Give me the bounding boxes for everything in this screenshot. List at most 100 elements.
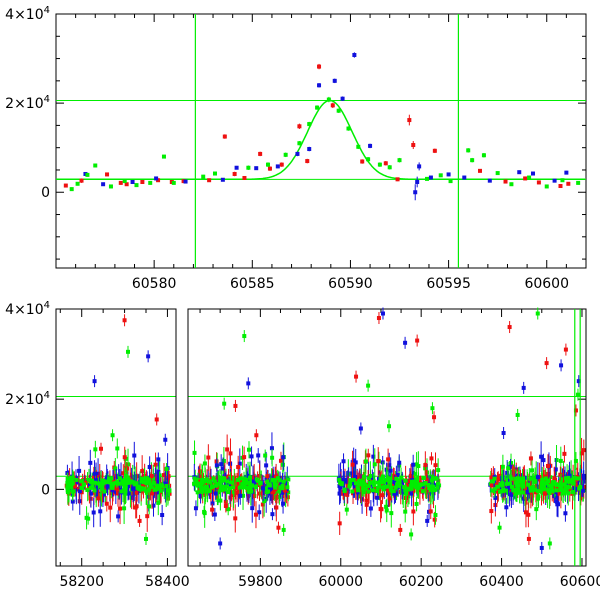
bottom-point-green — [126, 349, 130, 354]
bottom-core-point-green — [157, 486, 162, 491]
bottom-point-red — [354, 374, 359, 379]
bottom-core-point-green — [192, 476, 197, 481]
bottom-core-point-green — [122, 480, 127, 485]
bottom-core-point-green — [493, 486, 498, 491]
top-xtick-label: 60600 — [524, 276, 569, 292]
top-point-blue — [415, 179, 420, 184]
bottom-cloud-point-red — [104, 501, 109, 506]
bottom-cloud-point-blue — [198, 493, 203, 498]
bottom-core-point-green — [348, 482, 353, 487]
bottom-cloud-point-red — [530, 493, 535, 498]
bottom-core-point-green — [167, 488, 172, 493]
bottom-core-point-green — [409, 486, 414, 491]
bottom-cloud-point-blue — [375, 495, 380, 500]
bottom-cloud-point-blue — [411, 462, 416, 467]
bottom-point-red — [526, 536, 531, 541]
bottom-cloud-point-red — [96, 496, 101, 501]
bottom-core-point-green — [539, 486, 544, 491]
top-point-blue — [317, 83, 322, 88]
bottom-core-point-green — [82, 482, 87, 487]
bottom-cloud-point-blue — [505, 470, 510, 475]
bottom-core-point-green — [102, 479, 107, 484]
bottom-core-point-green — [101, 481, 106, 486]
bottom-core-point-green — [526, 482, 531, 487]
bottom-core-point-green — [240, 482, 245, 487]
bottom-core-point-green — [273, 482, 278, 487]
bottom-core-point-green — [421, 475, 426, 480]
top-point-red — [140, 179, 145, 184]
bottom-cloud-point-green — [384, 504, 389, 509]
bottom-point-green — [164, 467, 169, 472]
bottom-core-point-green — [355, 485, 360, 490]
bottom-cloud-point-red — [433, 463, 438, 468]
top-point-blue — [446, 172, 451, 177]
bottom-cloud-point-blue — [353, 474, 358, 479]
bottom-cloud-point-blue — [504, 505, 509, 510]
bottom-core-point-green — [136, 484, 141, 489]
top-point-blue — [413, 190, 418, 195]
bottom-core-point-green — [277, 478, 282, 483]
bottom-core-point-green — [402, 485, 407, 490]
top-point-green — [201, 174, 206, 179]
bottom-cloud-point-blue — [337, 491, 342, 496]
bottom-cloud-point-green — [534, 507, 539, 512]
bottom-core-point-green — [223, 487, 228, 492]
top-point-red — [118, 180, 123, 185]
bottom-point-green — [497, 525, 502, 530]
top-point-red — [566, 181, 571, 186]
bottom-cloud-point-green — [202, 461, 207, 466]
bottom-plot-frame-1 — [187, 308, 587, 567]
bottom-cloud-point-red — [211, 487, 216, 492]
bottom-core-point-green — [528, 488, 533, 493]
top-point-red — [395, 177, 400, 182]
bottom-cloud-point-green — [553, 485, 558, 490]
top-point-blue — [154, 176, 159, 181]
bottom-point-red — [398, 527, 403, 532]
bottom-point-blue — [358, 426, 363, 431]
bottom-cloud-point-blue — [74, 487, 79, 492]
bottom-core-point-green — [509, 484, 514, 489]
bottom-core-point-green — [554, 488, 559, 493]
bottom-core-point-green — [575, 476, 580, 481]
bottom-cloud-point-green — [106, 482, 111, 487]
top-xtick-label: 60590 — [328, 276, 373, 292]
bottom-core-point-green — [359, 482, 364, 487]
bottom-cloud-point-red — [274, 505, 279, 510]
bottom-cloud-point-red — [353, 488, 358, 493]
bottom-cloud-point-green — [126, 462, 131, 467]
bottom-cloud-point-red — [275, 486, 280, 491]
bottom-point-red — [122, 318, 127, 323]
bottom-cloud-point-blue — [147, 465, 152, 470]
bottom-point-green — [110, 433, 115, 438]
bottom-cloud-point-red — [233, 516, 238, 521]
top-point-green — [495, 171, 500, 176]
bottom-core-point-green — [253, 485, 258, 490]
bottom-core-point-green — [490, 488, 495, 493]
top-model-curve — [56, 99, 585, 181]
bottom-cloud-point-blue — [221, 466, 226, 471]
bottom-core-point-green — [554, 482, 559, 487]
bottom-cloud-point-blue — [214, 463, 219, 468]
bottom-core-point-green — [243, 481, 248, 486]
bottom-cloud-point-blue — [392, 479, 397, 484]
bottom-core-point-green — [412, 479, 417, 484]
top-point-green — [387, 165, 392, 170]
bottom-cloud-point-blue — [257, 510, 262, 515]
bottom-point-blue — [501, 430, 506, 435]
bottom-cloud-point-green — [423, 485, 428, 490]
top-point-blue — [487, 178, 492, 183]
bottom-cloud-point-blue — [264, 463, 269, 468]
bottom-cloud-point-red — [386, 488, 391, 493]
bottom-cloud-point-red — [237, 490, 242, 495]
bottom-cloud-point-blue — [156, 470, 161, 475]
bottom-cloud-point-blue — [131, 486, 136, 491]
bottom-cloud-point-blue — [213, 491, 218, 496]
bottom-cloud-point-green — [414, 501, 419, 506]
top-point-blue — [517, 170, 522, 175]
bottom-core-point-green — [382, 484, 387, 489]
bottom-core-point-green — [432, 476, 437, 481]
bottom-core-point-green — [342, 487, 347, 492]
bottom-core-point-green — [383, 478, 388, 483]
bottom-cloud-point-red — [122, 455, 127, 460]
bottom-core-point-green — [563, 476, 568, 481]
